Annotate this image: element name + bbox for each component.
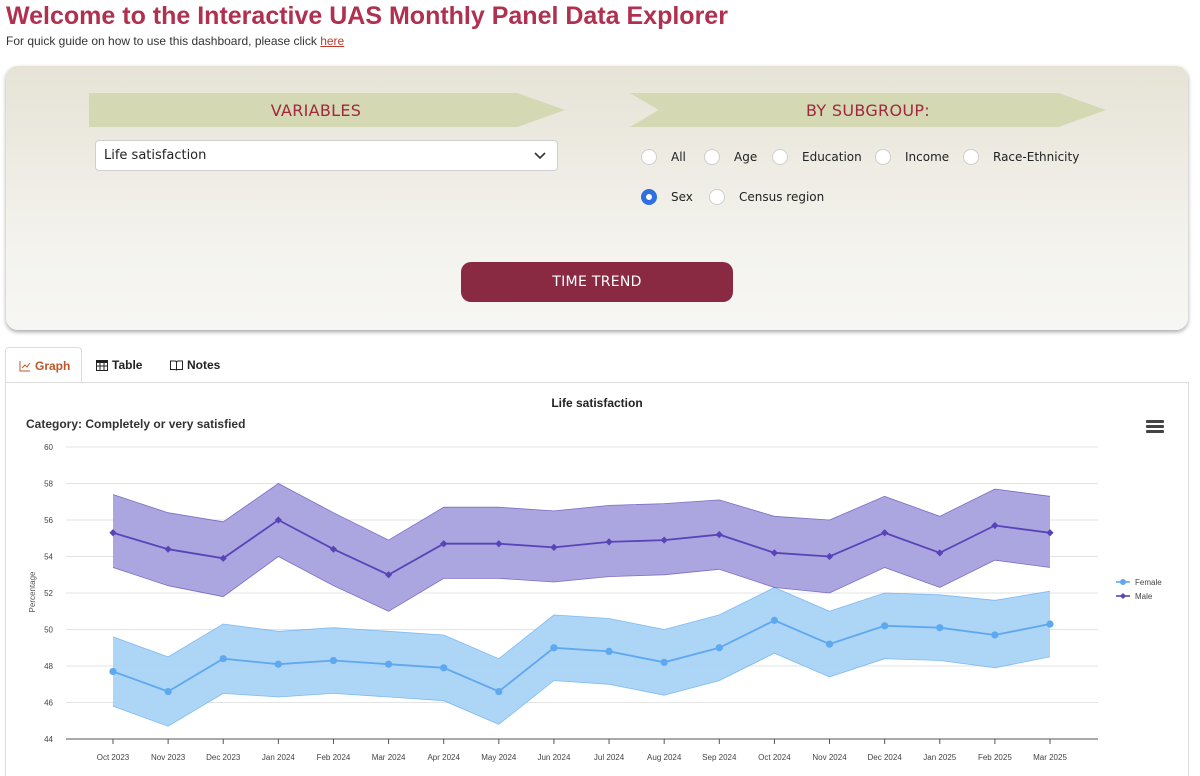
hamburger-menu-icon[interactable] (1146, 420, 1164, 436)
radio-race-ethnicity[interactable]: Race-Ethnicity (963, 149, 1079, 165)
radio-education-label: Education (802, 150, 862, 164)
page-title: Welcome to the Interactive UAS Monthly P… (6, 2, 728, 30)
variable-select-value: Life satisfaction (104, 148, 207, 163)
radio-census-region-label: Census region (739, 190, 825, 204)
time-trend-button[interactable]: TIME TREND (461, 262, 733, 302)
quick-guide-link[interactable]: here (320, 34, 345, 48)
radio-income[interactable]: Income (875, 149, 949, 165)
variables-banner: VARIABLES (89, 93, 565, 127)
radio-age-label: Age (734, 150, 758, 164)
radio-dot[interactable] (641, 149, 657, 165)
tab-notes[interactable]: Notes (170, 347, 220, 383)
subgroup-banner: BY SUBGROUP: (630, 93, 1106, 127)
radio-all-label: All (671, 150, 686, 164)
radio-all[interactable]: All (641, 149, 686, 165)
tab-table-label: Table (112, 358, 143, 372)
variable-select[interactable]: Life satisfaction (95, 140, 558, 171)
radio-race-ethnicity-label: Race-Ethnicity (993, 150, 1080, 164)
radio-dot[interactable] (709, 189, 725, 205)
radio-dot[interactable] (875, 149, 891, 165)
radio-age[interactable]: Age (704, 149, 757, 165)
radio-census-region[interactable]: Census region (709, 189, 824, 205)
tab-notes-label: Notes (187, 358, 221, 372)
radio-income-label: Income (905, 150, 950, 164)
radio-dot[interactable] (704, 149, 720, 165)
line-chart-icon (19, 361, 31, 372)
radio-dot[interactable] (963, 149, 979, 165)
radio-dot[interactable] (772, 149, 788, 165)
graph-panel (5, 382, 1189, 776)
radio-dot[interactable] (641, 189, 657, 205)
table-icon (96, 359, 108, 371)
tab-graph-label: Graph (35, 359, 71, 373)
radio-education[interactable]: Education (772, 149, 862, 165)
quick-guide-text: For quick guide on how to use this dashb… (6, 34, 344, 48)
radio-sex-label: Sex (671, 190, 693, 204)
radio-sex[interactable]: Sex (641, 189, 693, 205)
quick-guide-prefix: For quick guide on how to use this dashb… (6, 34, 317, 48)
tab-table[interactable]: Table (96, 347, 142, 383)
chart-category: Category: Completely or very satisfied (26, 417, 246, 431)
chevron-down-icon (534, 152, 546, 160)
control-panel: VARIABLES BY SUBGROUP: Life satisfaction… (6, 66, 1188, 330)
chart-title: Life satisfaction (551, 396, 643, 410)
tab-graph[interactable]: Graph (5, 347, 82, 384)
book-icon (170, 360, 183, 371)
